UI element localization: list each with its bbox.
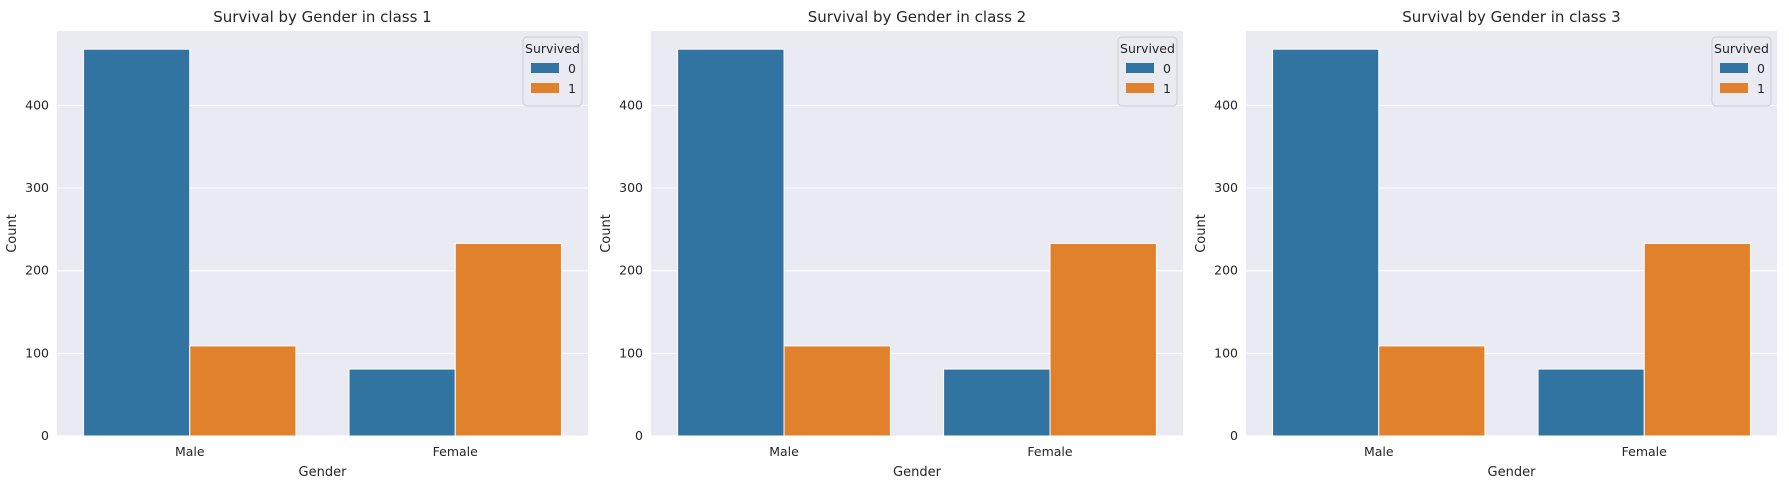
legend-label: 0 — [568, 61, 576, 76]
legend-swatch-1 — [1126, 83, 1154, 93]
legend-swatch-0 — [1720, 63, 1748, 73]
bar-male-survived-0 — [677, 48, 785, 437]
x-tick-label: Male — [769, 444, 799, 459]
x-axis-label: Gender — [299, 465, 348, 480]
legend-label: 1 — [568, 81, 576, 96]
y-tick-label: 300 — [619, 180, 643, 195]
y-tick-label: 200 — [619, 263, 643, 278]
chart-title: Survival by Gender in class 3 — [1402, 8, 1620, 26]
chart-panel-3: 0 100 200 300 400 Male Female Survival by Gende… — [1194, 8, 1777, 480]
bar-female-survived-1 — [1049, 242, 1157, 437]
y-tick-label: 100 — [619, 345, 643, 360]
legend-label: 0 — [1163, 61, 1171, 76]
chart-panel-2: 0 100 200 300 400 Male Female Survival by Gende… — [599, 8, 1183, 480]
x-tick-label: Male — [175, 444, 205, 459]
y-tick-label: 0 — [635, 428, 643, 443]
x-tick-label: Female — [1027, 444, 1073, 459]
x-axis-label: Gender — [1488, 465, 1537, 480]
y-tick-label: 300 — [25, 180, 49, 195]
legend-swatch-1 — [1720, 83, 1748, 93]
y-tick-label: 100 — [1214, 345, 1238, 360]
legend-swatch-1 — [531, 83, 559, 93]
legend-title: Survived — [1120, 41, 1175, 56]
y-axis-label: Count — [1194, 214, 1209, 253]
legend: Survived 0 1 — [522, 36, 583, 107]
y-tick-label: 300 — [1214, 180, 1238, 195]
bar-male-survived-0 — [83, 48, 191, 437]
x-tick-label: Female — [1622, 444, 1668, 459]
x-tick-label: Female — [433, 444, 479, 459]
bar-male-survived-1 — [1378, 345, 1486, 437]
bar-male-survived-0 — [1272, 48, 1380, 437]
bar-female-survived-0 — [348, 368, 456, 437]
y-tick-label: 400 — [619, 97, 643, 112]
y-tick-label: 0 — [41, 428, 49, 443]
y-tick-label: 400 — [1214, 97, 1238, 112]
y-axis-label: Count — [599, 214, 614, 253]
y-tick-label: 400 — [25, 97, 49, 112]
bar-female-survived-1 — [454, 242, 562, 437]
legend: Survived 0 1 — [1711, 36, 1772, 107]
x-tick-label: Male — [1364, 444, 1394, 459]
legend-label: 0 — [1757, 61, 1765, 76]
y-axis-label: Count — [5, 214, 20, 253]
legend-title: Survived — [525, 41, 580, 56]
legend: Survived 0 1 — [1117, 36, 1178, 107]
bar-male-survived-1 — [783, 345, 891, 437]
bar-male-survived-1 — [189, 345, 297, 437]
chart-panel-1: 0 100 200 300 400 Male Female Survival by Gende… — [5, 8, 588, 480]
y-tick-label: 100 — [25, 345, 49, 360]
x-axis-label: Gender — [893, 465, 942, 480]
legend-title: Survived — [1714, 41, 1769, 56]
legend-label: 1 — [1757, 81, 1765, 96]
bar-female-survived-0 — [943, 368, 1051, 437]
bar-female-survived-1 — [1643, 242, 1751, 437]
y-tick-label: 200 — [1214, 263, 1238, 278]
y-tick-label: 200 — [25, 263, 49, 278]
legend-swatch-0 — [1126, 63, 1154, 73]
bar-female-survived-0 — [1537, 368, 1645, 437]
legend-swatch-0 — [531, 63, 559, 73]
legend-label: 1 — [1163, 81, 1171, 96]
chart-title: Survival by Gender in class 2 — [808, 8, 1026, 26]
y-tick-label: 0 — [1230, 428, 1238, 443]
chart-title: Survival by Gender in class 1 — [213, 8, 431, 26]
